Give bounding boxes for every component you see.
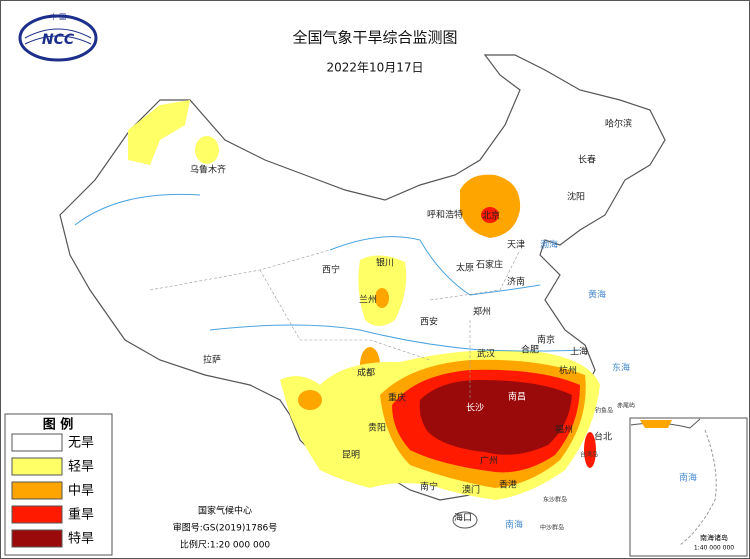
city-label: 合肥 <box>521 344 539 356</box>
drought-area <box>584 432 596 468</box>
cities: 哈尔滨 长春 沈阳 乌鲁木齐 呼和浩特 北京 天津 石家庄 太原 济南 西宁 银… <box>190 118 632 524</box>
city-label: 哈尔滨 <box>605 118 632 130</box>
province-border <box>149 249 521 400</box>
drought-area <box>481 207 499 223</box>
legend-label: 轻旱 <box>68 460 94 475</box>
drought-areas <box>128 100 600 500</box>
logo-top: 中 国 <box>50 12 66 21</box>
legend-swatch <box>11 433 63 452</box>
drought-area <box>128 100 190 165</box>
river <box>74 193 201 226</box>
logo-text: NCC <box>42 32 75 48</box>
river <box>209 324 581 352</box>
drought-area <box>375 288 389 308</box>
city-label: 杭州 <box>559 365 577 377</box>
inset-border <box>679 429 717 546</box>
city-label: 台北 <box>594 431 612 443</box>
inset-map: 南海 南海诸岛 1:40 000 000 <box>629 417 748 557</box>
city-label: 西安 <box>420 316 438 328</box>
city-label: 天津 <box>507 240 525 251</box>
city-label: 拉萨 <box>203 354 221 366</box>
city-label: 长沙 <box>466 402 484 414</box>
city-label: 南宁 <box>420 481 438 493</box>
city-label: 香港 <box>499 479 517 491</box>
inset-box <box>629 417 748 557</box>
city-label: 南昌 <box>508 391 526 403</box>
drought-area <box>460 174 521 238</box>
legend-title: 图 例 <box>43 417 74 433</box>
inset-label: 南海诸岛 <box>700 533 728 542</box>
sea-label: 渤海 <box>540 239 558 251</box>
city-label: 贵阳 <box>368 422 386 434</box>
city-label: 沈阳 <box>567 191 585 203</box>
inset-scale: 1:40 000 000 <box>694 545 734 552</box>
city-label: 兰州 <box>359 294 377 306</box>
sea-label: 南海 <box>505 519 523 531</box>
sea-label: 东海 <box>612 362 630 374</box>
city-label: 南京 <box>537 334 555 346</box>
city-label: 乌鲁木齐 <box>190 164 226 176</box>
island-label: 赤尾屿 <box>617 402 635 410</box>
footer-scale: 比例尺:1:20 000 000 <box>180 539 271 551</box>
logo: 中 国 NCC <box>18 12 98 62</box>
title: 全国气象干旱综合监测图 <box>292 29 457 47</box>
inset-drought <box>640 420 672 428</box>
city-label: 昆明 <box>342 450 360 461</box>
city-label: 长春 <box>578 154 596 166</box>
footer-approval: 审图号:GS(2019)1786号 <box>173 522 278 534</box>
island-label: 东沙群岛 <box>543 496 567 504</box>
island-label: 台湾岛 <box>580 451 598 459</box>
date: 2022年10月17日 <box>326 61 423 75</box>
footer-org: 国家气候中心 <box>198 505 252 517</box>
legend-label: 无旱 <box>68 436 94 451</box>
city-label: 澳门 <box>462 484 480 496</box>
city-label: 海口 <box>454 512 472 524</box>
legend-label: 中旱 <box>68 484 94 499</box>
city-label: 太原 <box>456 262 474 274</box>
hainan <box>452 511 478 529</box>
city-label: 成都 <box>357 367 375 379</box>
city-label: 福州 <box>555 424 573 436</box>
city-label: 武汉 <box>477 348 495 360</box>
city-label: 西宁 <box>322 264 340 276</box>
legend-swatch <box>11 529 63 548</box>
drought-area <box>419 380 572 455</box>
city-label: 北京 <box>482 210 500 222</box>
city-label: 上海 <box>570 346 588 358</box>
sea-label: 黄海 <box>588 289 606 301</box>
city-label: 银川 <box>376 257 394 269</box>
city-label: 济南 <box>507 276 525 288</box>
city-label: 呼和浩特 <box>427 209 463 221</box>
island-label: 中沙群岛 <box>540 524 564 532</box>
city-label: 广州 <box>480 455 498 467</box>
inset-sea: 南海 <box>679 472 697 484</box>
legend-swatch <box>11 505 63 524</box>
city-label: 重庆 <box>388 392 406 404</box>
legend-swatch <box>11 481 63 500</box>
city-label: 郑州 <box>473 306 491 318</box>
legend-label: 重旱 <box>68 507 94 523</box>
island-label: 钓鱼岛 <box>595 407 613 415</box>
legend-swatch <box>11 457 63 476</box>
city-label: 石家庄 <box>476 259 503 271</box>
drought-area <box>195 136 219 164</box>
legend-label: 特旱 <box>68 532 94 547</box>
drought-area <box>298 390 322 410</box>
river <box>329 236 541 296</box>
